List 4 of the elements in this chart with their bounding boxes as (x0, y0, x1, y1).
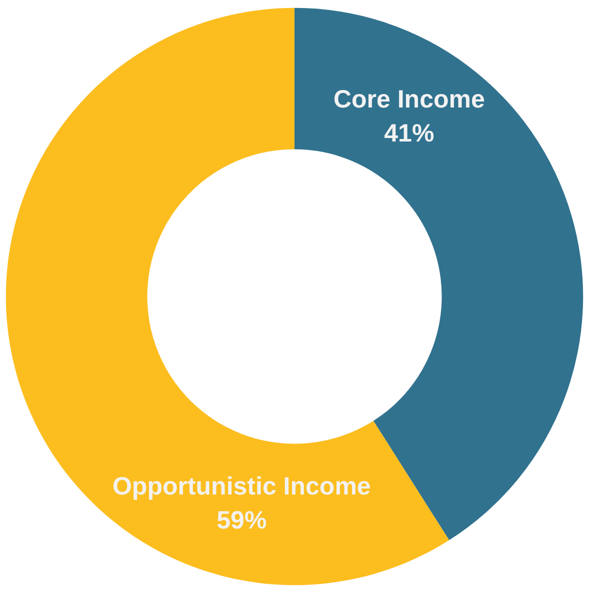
slice-label: Core Income (333, 85, 485, 114)
data-label: 59% (216, 506, 267, 534)
data-label: 41% (384, 119, 434, 148)
slice-label: Opportunistic Income (112, 472, 371, 500)
